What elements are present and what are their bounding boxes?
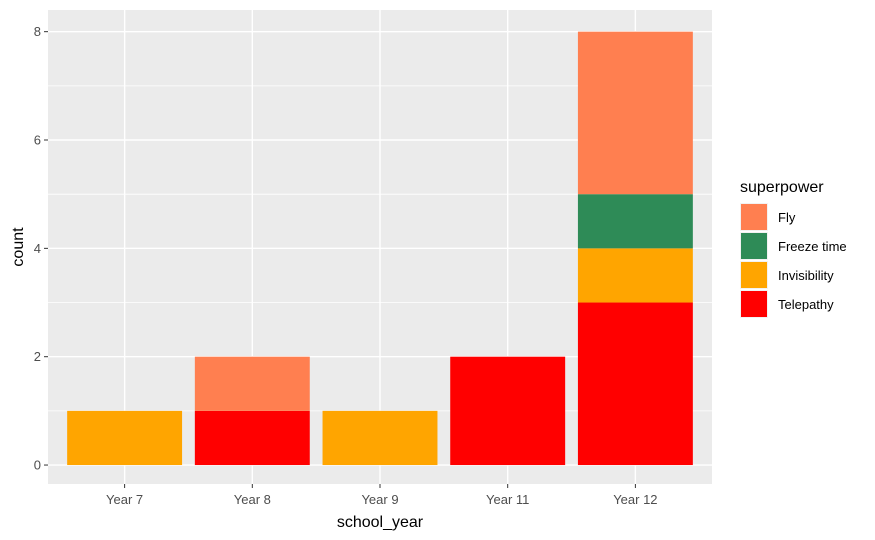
y-tick-label: 8 xyxy=(34,24,41,39)
x-tick-label: Year 12 xyxy=(613,492,657,507)
bar-segment-telepathy xyxy=(450,356,566,466)
bars xyxy=(67,31,693,466)
legend-title: superpower xyxy=(740,179,824,196)
legend-label: Invisibility xyxy=(778,268,834,283)
legend-swatch xyxy=(741,291,767,317)
legend-label: Telepathy xyxy=(778,297,834,312)
y-tick-label: 6 xyxy=(34,133,41,148)
y-axis-title: count xyxy=(10,227,27,267)
x-tick-label: Year 8 xyxy=(234,492,271,507)
x-tick-label: Year 11 xyxy=(486,492,529,507)
x-tick-label: Year 7 xyxy=(106,492,143,507)
bar-segment-fly xyxy=(577,31,693,195)
legend-label: Fly xyxy=(778,210,796,225)
bar-segment-freeze-time xyxy=(577,194,693,249)
x-axis: Year 7 Year 8 Year 9 Year 11 Year 12 xyxy=(106,484,658,507)
bar-segment-fly xyxy=(194,356,310,411)
y-tick-label: 4 xyxy=(34,241,41,256)
bar-segment-invisibility xyxy=(322,410,438,466)
legend: superpower Fly Freeze time Invisibility Tel… xyxy=(740,179,847,318)
x-axis-title: school_year xyxy=(337,514,424,531)
y-axis: 0 2 4 6 8 xyxy=(34,24,48,473)
bar-segment-telepathy xyxy=(577,302,693,466)
x-tick-label: Year 9 xyxy=(361,492,398,507)
bar-segment-invisibility xyxy=(577,248,693,303)
legend-swatch xyxy=(741,204,767,230)
y-tick-label: 2 xyxy=(34,349,41,364)
bar-segment-invisibility xyxy=(67,410,183,466)
legend-swatch xyxy=(741,233,767,259)
y-tick-label: 0 xyxy=(34,458,41,473)
bar-segment-telepathy xyxy=(194,410,310,466)
legend-swatch xyxy=(741,262,767,288)
legend-label: Freeze time xyxy=(778,239,847,254)
